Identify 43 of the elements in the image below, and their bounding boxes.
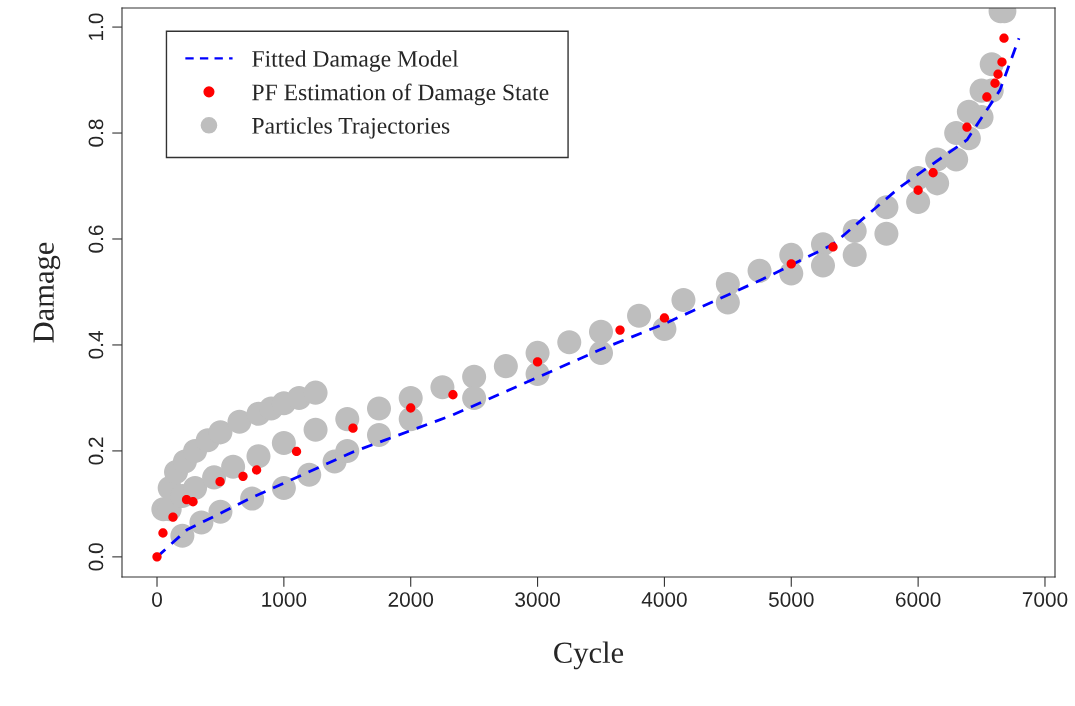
legend-label: PF Estimation of Damage State: [252, 83, 549, 106]
point: [615, 325, 625, 335]
point: [990, 78, 1000, 88]
legend-label: Fitted Damage Model: [252, 50, 459, 72]
point: [152, 552, 162, 562]
y-tick-label: 0.8: [88, 119, 104, 147]
point: [997, 57, 1007, 67]
x-axis-title: Cycle: [554, 641, 624, 670]
x-tick-label: 3000: [515, 592, 560, 607]
x-tick-label: 6000: [896, 592, 941, 607]
y-axis-title: Damage: [33, 242, 61, 343]
x-tick-label: 5000: [768, 592, 814, 607]
point: [251, 465, 262, 475]
point: [532, 357, 543, 367]
y-tick-label: 0.2: [88, 437, 104, 465]
point: [828, 242, 838, 252]
point: [928, 168, 938, 178]
point: [913, 185, 923, 195]
point: [448, 390, 458, 400]
point: [215, 476, 225, 487]
point: [999, 33, 1009, 43]
x-tick-label: 1000: [262, 592, 307, 607]
point: [406, 403, 416, 413]
point: [168, 512, 178, 522]
point: [291, 446, 302, 457]
x-tick-label: 4000: [641, 592, 687, 607]
x-tick-label: 7000: [1022, 592, 1068, 607]
point: [188, 497, 198, 507]
y-tick-label: 0.4: [88, 331, 104, 359]
point: [238, 471, 248, 481]
y-tick-label: 0.6: [88, 225, 104, 253]
y-tick-label: 0.0: [88, 543, 104, 571]
point: [962, 122, 972, 132]
point: [348, 423, 358, 433]
x-tick-label: 0: [152, 592, 162, 607]
point: [982, 92, 992, 102]
point: [993, 69, 1003, 79]
point: [659, 313, 670, 323]
x-tick-label: 2000: [388, 592, 434, 607]
y-tick-label: 1.0: [88, 13, 104, 40]
legend-label: Particles Trajectories: [252, 117, 450, 139]
point: [158, 528, 168, 538]
point: [786, 259, 796, 269]
